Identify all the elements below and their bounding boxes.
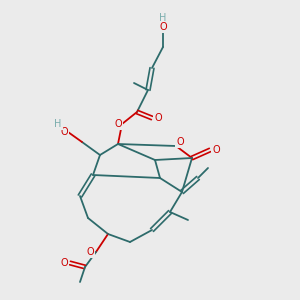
Text: H: H [159, 13, 167, 23]
Text: H: H [54, 119, 62, 129]
Text: O: O [60, 127, 68, 137]
Text: O: O [60, 258, 68, 268]
Text: O: O [114, 119, 122, 129]
Text: O: O [154, 113, 162, 123]
Text: O: O [86, 247, 94, 257]
Text: O: O [212, 145, 220, 155]
Text: O: O [159, 22, 167, 32]
Text: O: O [176, 137, 184, 147]
